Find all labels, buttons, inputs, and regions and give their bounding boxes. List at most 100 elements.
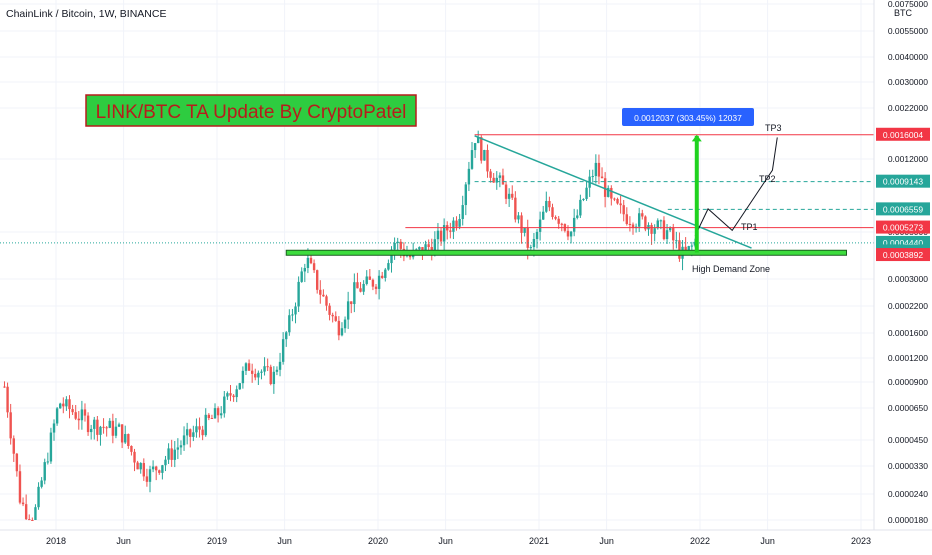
candle-body bbox=[77, 418, 80, 421]
price-label-box bbox=[876, 202, 930, 216]
candle-body bbox=[442, 225, 446, 242]
candle-body bbox=[269, 366, 272, 385]
candle-body bbox=[517, 215, 520, 220]
candle-body bbox=[396, 241, 399, 243]
candle-body bbox=[557, 218, 560, 224]
time-tick-label: 2023 bbox=[851, 536, 871, 546]
candle-body bbox=[151, 466, 155, 470]
price-tick-label: 0.0000650 bbox=[888, 403, 928, 413]
candle-body bbox=[526, 227, 529, 248]
candle-body bbox=[473, 143, 477, 151]
measure-box-text: 0.0012037 (303.45%) 12037 bbox=[634, 113, 742, 123]
candle-body bbox=[644, 216, 647, 230]
candle-body bbox=[331, 314, 334, 317]
time-tick-label: 2020 bbox=[368, 536, 388, 546]
candle-body bbox=[619, 203, 622, 206]
candle-body bbox=[625, 214, 629, 224]
candle-body bbox=[501, 175, 505, 185]
candle-body bbox=[600, 176, 604, 179]
candle-body bbox=[371, 279, 375, 287]
candle-body bbox=[223, 396, 226, 414]
candle-body bbox=[662, 220, 666, 240]
candle-body bbox=[148, 469, 152, 482]
time-axis-panel[interactable] bbox=[0, 530, 932, 550]
grid-layer bbox=[0, 0, 874, 530]
candle-body bbox=[201, 429, 204, 436]
price-tick-label: 0.0000900 bbox=[888, 377, 928, 387]
candle-body bbox=[241, 370, 245, 384]
candle-body bbox=[250, 370, 254, 374]
candle-body bbox=[145, 476, 149, 482]
candle-body bbox=[594, 162, 598, 177]
price-label-text: 0.0006559 bbox=[883, 204, 923, 214]
price-axis-unit: BTC bbox=[894, 8, 913, 18]
candle-body bbox=[105, 427, 108, 429]
candle-body bbox=[319, 289, 322, 295]
candle-body bbox=[185, 429, 189, 436]
candle-body bbox=[235, 389, 238, 398]
candle-body bbox=[167, 448, 170, 460]
candle-body bbox=[9, 412, 12, 439]
candle-body bbox=[266, 366, 269, 368]
candle-body bbox=[263, 366, 266, 372]
candle-body bbox=[204, 414, 207, 436]
candle-body bbox=[80, 409, 84, 421]
candle-body bbox=[384, 269, 387, 278]
price-tick-label: 0.0075000 bbox=[888, 0, 928, 9]
candle-body bbox=[68, 399, 71, 410]
candle-body bbox=[653, 228, 656, 234]
candle-body bbox=[641, 213, 644, 217]
candle-body bbox=[492, 177, 495, 183]
price-tick-label: 0.0012000 bbox=[888, 154, 928, 164]
candle-body bbox=[12, 438, 15, 454]
candle-body bbox=[195, 426, 198, 433]
candle-body bbox=[374, 286, 378, 289]
candle-body bbox=[665, 230, 669, 240]
candle-body bbox=[687, 246, 690, 252]
candle-body bbox=[312, 263, 316, 271]
candle-body bbox=[6, 386, 9, 413]
candle-body bbox=[133, 451, 136, 463]
candle-body bbox=[161, 465, 164, 473]
candle-body bbox=[381, 275, 384, 278]
price-tick-label: 0.0040000 bbox=[888, 52, 928, 62]
candle-body bbox=[93, 419, 96, 429]
candle-body bbox=[210, 417, 214, 419]
candle-body bbox=[572, 217, 576, 232]
candle-body bbox=[346, 301, 350, 320]
candle-body bbox=[303, 267, 307, 272]
candle-body bbox=[182, 435, 186, 446]
candle-body bbox=[238, 383, 241, 390]
candle-body bbox=[74, 412, 77, 419]
candle-body bbox=[154, 466, 158, 471]
candle-body bbox=[229, 393, 232, 396]
candle-body bbox=[350, 301, 353, 305]
candle-body bbox=[130, 445, 133, 452]
candle-body bbox=[616, 198, 619, 204]
candle-body bbox=[322, 294, 325, 297]
projection-path bbox=[694, 137, 778, 236]
candle-body bbox=[690, 245, 694, 247]
candle-body bbox=[216, 408, 220, 416]
candle-body bbox=[489, 171, 492, 178]
candle-body bbox=[343, 319, 347, 329]
candle-body bbox=[461, 205, 464, 220]
price-label-text: 0.0005273 bbox=[883, 223, 923, 233]
candle-body bbox=[334, 316, 337, 321]
candle-body bbox=[436, 230, 440, 240]
candle-body bbox=[607, 187, 610, 197]
time-tick-label: Jun bbox=[277, 536, 292, 546]
candle-body bbox=[136, 462, 139, 470]
high-demand-zone bbox=[285, 249, 848, 256]
candle-body bbox=[65, 399, 68, 407]
candle-body bbox=[678, 240, 681, 259]
candle-body bbox=[569, 231, 573, 237]
candle-body bbox=[37, 486, 40, 508]
candle-body bbox=[247, 363, 251, 371]
candle-body bbox=[514, 197, 517, 220]
price-tick-label: 0.0022000 bbox=[888, 103, 928, 113]
candle-body bbox=[300, 271, 303, 282]
price-axis-panel[interactable] bbox=[874, 0, 932, 530]
